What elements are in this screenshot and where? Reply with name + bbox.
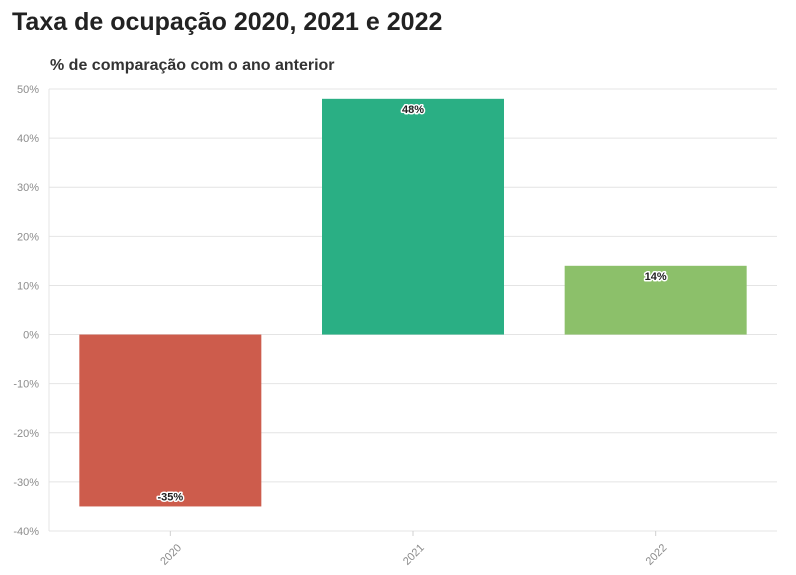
y-tick-label: 40% — [17, 133, 39, 145]
y-tick-label: 30% — [17, 182, 39, 194]
data-label-2021: 48% — [402, 104, 424, 116]
y-tick-label: -10% — [13, 379, 39, 391]
y-tick-label: -30% — [13, 477, 39, 489]
bar-2021 — [322, 98, 504, 335]
chart-title: Taxa de ocupação 2020, 2021 e 2022 — [12, 8, 443, 36]
bar-2022 — [564, 265, 747, 335]
y-tick-label: -40% — [13, 526, 39, 538]
x-tick-label-2020: 2020 — [158, 542, 184, 568]
data-label-2022: 14% — [645, 271, 667, 283]
chart-subtitle: % de comparação com o ano anterior — [50, 57, 335, 74]
bar-2020 — [79, 334, 262, 507]
x-tick-label-2021: 2021 — [401, 542, 427, 568]
y-tick-label: 50% — [17, 84, 39, 96]
data-label-2020: -35% — [157, 491, 183, 503]
y-tick-label: 20% — [17, 231, 39, 243]
y-tick-label: 10% — [17, 280, 39, 292]
y-tick-label: 0% — [23, 330, 39, 342]
y-tick-label: -20% — [13, 428, 39, 440]
x-tick-label-2022: 2022 — [644, 542, 670, 568]
